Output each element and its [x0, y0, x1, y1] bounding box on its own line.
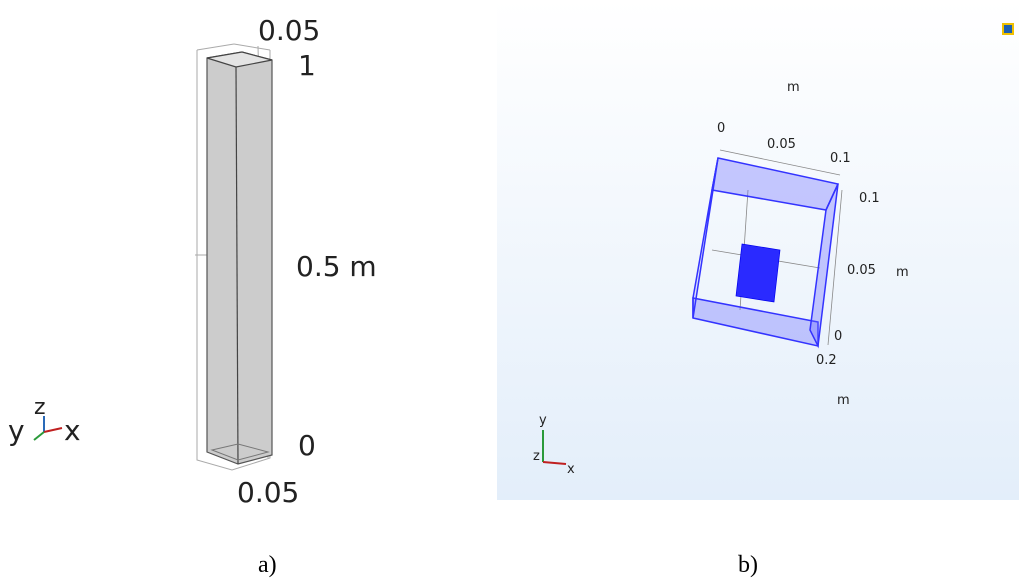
axis-label: m — [837, 393, 850, 408]
axis-label: 0.2 — [816, 353, 837, 368]
axis-name: x — [567, 462, 575, 477]
axis-name: z — [533, 449, 540, 464]
axis-name: y — [8, 414, 25, 447]
axis-name: z — [34, 395, 46, 420]
mesh-object — [736, 244, 780, 302]
axis-label: 0.1 — [859, 191, 880, 206]
axis-label: 1 — [298, 49, 316, 82]
axis-triad: y z x — [8, 395, 81, 447]
axis-label: 0.05 — [767, 137, 796, 152]
axis-name: x — [64, 414, 81, 447]
panel-a: 0.05 1 0.5 m 0 0.05 y z x a) — [8, 14, 377, 578]
caption: b) — [738, 552, 758, 578]
axis-label: 0.05 — [258, 14, 320, 47]
axis-label: m — [787, 80, 800, 95]
axis-label: m — [896, 265, 909, 280]
axis-label: 0.05 — [847, 263, 876, 278]
panel-b: m 0 0.05 0.1 0.1 0.05 m 0 0.2 m y z x b) — [497, 0, 1019, 578]
axis-label: 0 — [298, 429, 316, 462]
axis-label: 0.1 — [830, 151, 851, 166]
axis-label: 0 — [834, 329, 842, 344]
figure: 0.05 1 0.5 m 0 0.05 y z x a) — [0, 0, 1019, 580]
column — [207, 52, 272, 464]
axis-label: 0.5 m — [296, 250, 377, 283]
axis-label: 0 — [717, 121, 725, 136]
caption: a) — [258, 552, 277, 578]
axis-label: 0.05 — [237, 476, 299, 509]
axis-name: y — [539, 413, 547, 428]
